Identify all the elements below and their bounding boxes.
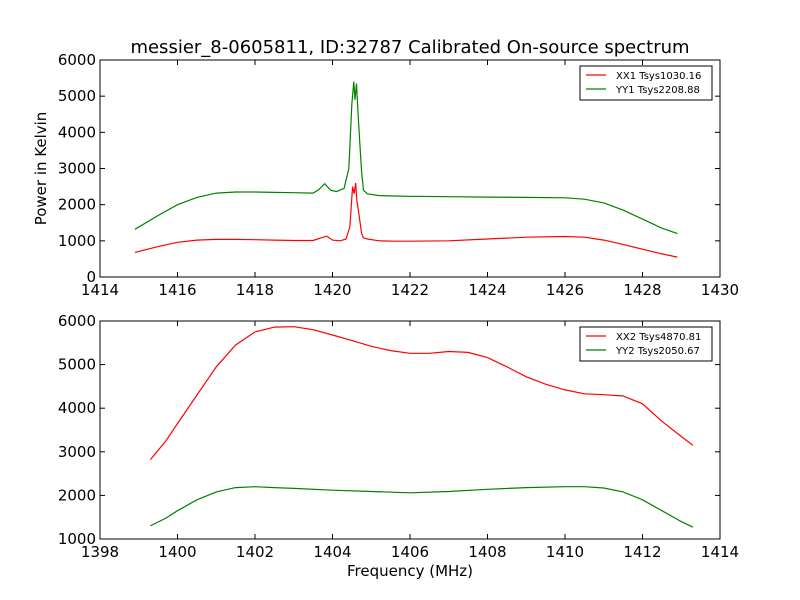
x-axis-label: Frequency (MHz) [347,562,473,580]
legend-box [579,65,713,101]
y-tick-label: 6000 [58,51,96,69]
x-tick-label: 1430 [701,281,739,299]
y-tick-label: 2000 [58,486,96,504]
series-line-2-1 [149,326,694,460]
x-tick-label: 1410 [546,543,584,561]
x-tick-label: 1416 [158,281,196,299]
legend-entry: XX1 Tsys1030.16 [616,71,701,82]
legend: XX2 Tsys4870.81 YY2 Tsys2050.67 [579,326,713,362]
x-tick-label: 1404 [313,543,351,561]
y-tick-label: 3000 [58,443,96,461]
y-tick-label: 1000 [58,530,96,548]
legend-entry: YY2 Tsys2050.67 [615,346,700,357]
x-tick-label: 1420 [313,281,351,299]
y-tick-label: 4000 [58,123,96,141]
x-tick-label: 1402 [236,543,274,561]
y-tick-label: 2000 [58,196,96,214]
y-tick-label: 3000 [58,160,96,178]
y-tick-label: 4000 [58,399,96,417]
legend-entry: YY1 Tsys2208.88 [615,85,700,96]
plots-layer: 1414 1416 1418 1420 1422 1424 1426 1428 1430 0 100… [32,51,739,580]
chart-title: messier_8-0605811, ID:32787 Calibrated O… [130,37,689,58]
x-tick-label: 1426 [546,281,584,299]
legend-box [579,326,713,362]
legend: XX1 Tsys1030.16 YY1 Tsys2208.88 [579,65,713,101]
legend-entry: XX2 Tsys4870.81 [616,332,701,343]
x-tick-label: 1418 [236,281,274,299]
x-tick-label: 1414 [81,281,119,299]
x-tick-label: 1412 [623,543,661,561]
x-tick-label: 1408 [468,543,506,561]
series-line-1-2 [134,81,678,235]
x-tick-label: 1414 [701,543,739,561]
series-line-1-1 [134,182,678,258]
y-tick-label: 5000 [58,356,96,374]
y-tick-label: 6000 [58,312,96,330]
y-tick-label: 0 [86,268,96,286]
x-tick-label: 1400 [158,543,196,561]
y-tick-label: 1000 [58,232,96,250]
x-tick-label: 1428 [623,281,661,299]
y-tick-label: 5000 [58,87,96,105]
subplot-2: 1398 1400 1402 1404 1406 1408 1410 1412 1414 1000… [58,312,739,580]
x-tick-label: 1406 [391,543,429,561]
subplot-1: 1414 1416 1418 1420 1422 1424 1426 1428 1430 0 100… [32,51,739,299]
x-tick-label: 1398 [81,543,119,561]
x-tick-label: 1422 [391,281,429,299]
series-line-2-2 [150,486,694,528]
x-tick-label: 1424 [468,281,506,299]
y-axis-label: Power in Kelvin [32,112,50,226]
